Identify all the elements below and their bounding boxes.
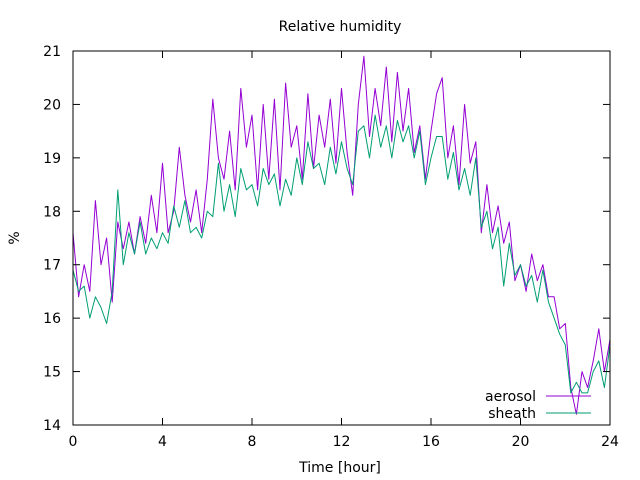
x-tick-label: 0	[69, 434, 78, 450]
x-tick-label: 12	[333, 434, 351, 450]
legend-label-aerosol: aerosol	[485, 389, 536, 405]
y-tick-label: 15	[43, 365, 61, 381]
plot-frame	[72, 50, 611, 426]
y-tick-label: 19	[43, 151, 61, 167]
legend: aerosol sheath	[485, 389, 591, 422]
x-tick-label: 20	[512, 434, 530, 450]
series-layer	[72, 55, 611, 415]
x-tick-label: 24	[601, 434, 619, 450]
y-axis-label: %	[7, 231, 23, 244]
y-tick-label: 20	[43, 97, 61, 113]
x-tick-label: 4	[158, 434, 167, 450]
x-axis-label: Time [hour]	[298, 460, 381, 476]
legend-label-sheath: sheath	[488, 406, 536, 422]
series-line-aerosol	[72, 55, 611, 415]
y-tick-label: 16	[43, 311, 61, 327]
chart-title: Relative humidity	[279, 19, 402, 35]
y-axis-ticks: 14 15 16 17 18 19 20 21	[43, 44, 610, 434]
y-tick-label: 17	[43, 258, 61, 274]
x-tick-label: 16	[422, 434, 440, 450]
x-tick-label: 8	[248, 434, 257, 450]
y-tick-label: 18	[43, 204, 61, 220]
series-line-sheath	[72, 114, 611, 394]
x-axis-ticks: 0 4 8 12 16 20 24	[69, 51, 619, 450]
y-tick-label: 14	[43, 418, 61, 434]
y-tick-label: 21	[43, 44, 61, 60]
